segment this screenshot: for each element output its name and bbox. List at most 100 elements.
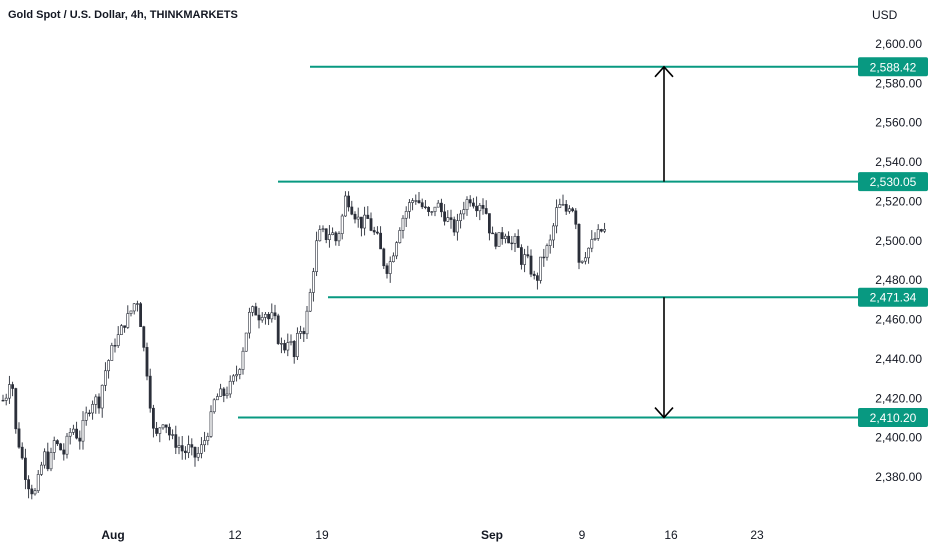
candle-body bbox=[248, 311, 251, 334]
candle-body bbox=[369, 218, 373, 231]
candle-body bbox=[120, 325, 123, 335]
candle-body bbox=[4, 397, 8, 401]
candle-body bbox=[555, 207, 559, 227]
candle-body bbox=[116, 334, 120, 346]
candle-body bbox=[232, 375, 235, 382]
candle-body bbox=[276, 315, 280, 344]
x-tick-label: Aug bbox=[101, 528, 124, 542]
candle-body bbox=[523, 254, 527, 265]
candle-body bbox=[55, 440, 59, 445]
candle-body bbox=[222, 388, 226, 396]
y-tick-label: 2,400.00 bbox=[875, 431, 922, 445]
candle-body bbox=[539, 256, 543, 281]
candle-body bbox=[292, 341, 296, 358]
candle-body bbox=[529, 255, 533, 275]
candle-body bbox=[366, 214, 370, 219]
candle-body bbox=[420, 202, 424, 208]
candle-body bbox=[484, 208, 488, 214]
arrows-layer bbox=[654, 65, 674, 419]
candle-body bbox=[110, 345, 114, 361]
candle-body bbox=[561, 204, 565, 206]
candle-body bbox=[465, 199, 469, 210]
candle-body bbox=[574, 210, 578, 225]
candle-body bbox=[168, 426, 171, 436]
candles-layer bbox=[1, 191, 607, 500]
candle-body bbox=[43, 451, 47, 466]
candle-body bbox=[404, 211, 408, 219]
candle-body bbox=[379, 232, 383, 250]
candle-body bbox=[372, 230, 376, 233]
candle-body bbox=[436, 202, 440, 208]
candle-body bbox=[321, 228, 325, 230]
y-tick-label: 2,520.00 bbox=[875, 194, 922, 208]
candle-body bbox=[331, 232, 335, 235]
candle-body bbox=[337, 233, 341, 242]
x-tick-label: Sep bbox=[481, 528, 503, 542]
candle-body bbox=[68, 432, 72, 437]
levels-layer bbox=[238, 65, 858, 419]
candle-body bbox=[455, 220, 459, 233]
candle-body bbox=[567, 208, 571, 212]
candle-body bbox=[363, 214, 367, 229]
candle-body bbox=[603, 229, 607, 232]
candle-body bbox=[295, 333, 299, 358]
x-axis: Aug 12 19 Sep 9 16 23 bbox=[101, 528, 764, 542]
candle-body bbox=[33, 490, 37, 495]
candle-body bbox=[129, 310, 133, 314]
candle-body bbox=[599, 229, 603, 232]
candle-body bbox=[347, 195, 351, 208]
level-price-badge bbox=[858, 172, 928, 192]
candle-body bbox=[494, 233, 498, 247]
level-price-label: 2,410.20 bbox=[870, 411, 917, 425]
level-price-badge bbox=[858, 287, 928, 307]
candle-body bbox=[286, 342, 290, 351]
candle-body bbox=[107, 360, 111, 372]
candle-body bbox=[59, 443, 63, 451]
candle-body bbox=[571, 208, 575, 212]
candle-body bbox=[491, 232, 495, 235]
candle-body bbox=[184, 450, 187, 454]
y-tick-label: 2,480.00 bbox=[875, 273, 922, 287]
candle-body bbox=[155, 427, 159, 434]
candle-body bbox=[84, 412, 88, 421]
y-tick-label: 2,580.00 bbox=[875, 76, 922, 90]
candle-body bbox=[209, 411, 213, 437]
candle-body bbox=[340, 215, 344, 234]
candle-body bbox=[97, 396, 101, 409]
candle-body bbox=[299, 331, 303, 334]
y-tick-label: 2,380.00 bbox=[875, 470, 922, 484]
y-tick-label: 2,460.00 bbox=[875, 313, 922, 327]
candle-body bbox=[216, 396, 219, 401]
candle-body bbox=[235, 374, 239, 377]
candle-body bbox=[100, 384, 104, 409]
candle-body bbox=[443, 211, 447, 222]
currency-label[interactable]: USD bbox=[872, 8, 898, 22]
candle-body bbox=[279, 343, 283, 345]
candle-body bbox=[39, 464, 43, 475]
candle-body bbox=[519, 247, 523, 265]
candle-body bbox=[551, 225, 555, 241]
candle-body bbox=[72, 428, 75, 433]
x-tick-label: 23 bbox=[750, 528, 764, 542]
candle-body bbox=[88, 412, 91, 415]
candle-body bbox=[174, 434, 178, 448]
candle-body bbox=[382, 248, 386, 267]
candle-body bbox=[398, 230, 402, 243]
candle-body bbox=[356, 216, 360, 220]
candle-body bbox=[203, 440, 207, 446]
candle-body bbox=[65, 435, 69, 455]
candle-body bbox=[228, 380, 232, 395]
candle-body bbox=[14, 388, 18, 430]
candle-body bbox=[132, 303, 136, 312]
candle-body bbox=[510, 242, 514, 245]
candle-body bbox=[142, 326, 146, 348]
candle-body bbox=[471, 202, 475, 207]
candle-body bbox=[62, 449, 66, 455]
candle-body bbox=[462, 209, 466, 215]
candle-body bbox=[190, 444, 194, 448]
candle-body bbox=[388, 261, 392, 274]
candle-body bbox=[375, 231, 379, 234]
candle-body bbox=[187, 444, 191, 454]
candle-body bbox=[500, 232, 504, 239]
